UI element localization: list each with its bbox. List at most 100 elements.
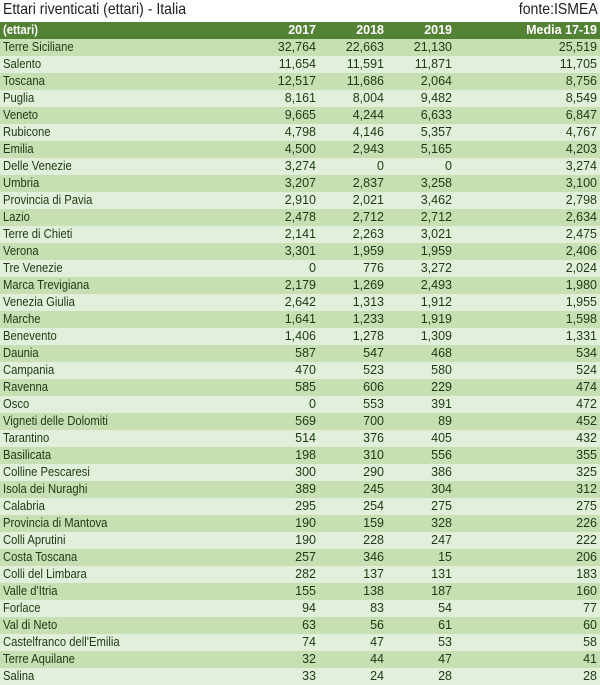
table-row: Rubicone 4,798 4,146 5,357 4,767 xyxy=(0,124,600,141)
value-2018: 553 xyxy=(363,397,384,411)
table-row: Delle Venezie 3,274 0 0 3,274 xyxy=(0,158,600,175)
value-media: 275 xyxy=(576,499,597,513)
value-media: 183 xyxy=(576,567,597,581)
row-name: Benevento xyxy=(3,329,57,343)
value-2017: 63 xyxy=(302,618,316,632)
table-row: Terre Siciliane 32,764 22,663 21,130 25,519 xyxy=(0,39,600,56)
value-2018: 346 xyxy=(363,550,384,564)
row-name: Provincia di Pavia xyxy=(3,193,93,207)
value-2019: 304 xyxy=(431,482,452,496)
value-2017: 32,764 xyxy=(277,40,316,54)
value-2019: 11,871 xyxy=(414,57,452,71)
row-name: Forlace xyxy=(3,601,41,615)
table-row: Colli del Limbara 282 137 131 183 xyxy=(0,566,600,583)
value-2017: 585 xyxy=(295,380,316,394)
value-2017: 190 xyxy=(295,533,316,547)
row-name: Toscana xyxy=(3,74,45,88)
table-row: Costa Toscana 257 346 15 206 xyxy=(0,549,600,566)
value-2017: 282 xyxy=(295,567,316,581)
value-media: 432 xyxy=(576,431,597,445)
value-media: 452 xyxy=(576,414,597,428)
value-2017: 190 xyxy=(295,516,316,530)
table-row: Osco 0 553 391 472 xyxy=(0,396,600,413)
value-2019: 0 xyxy=(445,159,452,173)
value-2019: 247 xyxy=(431,533,452,547)
table-row: Umbria 3,207 2,837 3,258 3,100 xyxy=(0,175,600,192)
value-2017: 12,517 xyxy=(277,74,316,88)
value-2018: 1,278 xyxy=(352,329,384,343)
value-2019: 2,712 xyxy=(420,210,452,224)
value-2017: 0 xyxy=(309,397,316,411)
value-2018: 2,712 xyxy=(352,210,384,224)
value-2018: 310 xyxy=(363,448,384,462)
row-name: Salento xyxy=(3,57,42,71)
value-2019: 3,462 xyxy=(420,193,452,207)
value-media: 226 xyxy=(576,516,597,530)
row-name: Castelfranco dell'Emilia xyxy=(3,635,120,649)
table-row: Provincia di Mantova 190 159 328 226 xyxy=(0,515,600,532)
table-row: Isola dei Nuraghi 389 245 304 312 xyxy=(0,481,600,498)
value-2019: 580 xyxy=(431,363,452,377)
value-2018: 138 xyxy=(363,584,384,598)
table-row: Marca Trevigiana 2,179 1,269 2,493 1,980 xyxy=(0,277,600,294)
row-name: Terre di Chieti xyxy=(3,227,73,241)
row-name: Emilia xyxy=(3,142,34,156)
value-media: 472 xyxy=(576,397,597,411)
value-2018: 0 xyxy=(377,159,384,173)
value-media: 160 xyxy=(576,584,597,598)
value-2018: 11,686 xyxy=(346,74,384,88)
table-row: Colli Aprutini 190 228 247 222 xyxy=(0,532,600,549)
value-2017: 32 xyxy=(302,652,316,666)
value-2019: 1,919 xyxy=(420,312,452,326)
value-media: 1,955 xyxy=(565,295,597,309)
row-name: Venezia Giulia xyxy=(3,295,75,309)
value-2017: 295 xyxy=(295,499,316,513)
value-2018: 228 xyxy=(363,533,384,547)
value-media: 8,756 xyxy=(565,74,597,88)
value-2019: 468 xyxy=(431,346,452,360)
row-name: Vigneti delle Dolomiti xyxy=(3,414,108,428)
value-2017: 587 xyxy=(295,346,316,360)
value-media: 41 xyxy=(583,652,597,666)
value-2018: 83 xyxy=(370,601,384,615)
row-name: Salina xyxy=(3,669,35,683)
data-table: (ettari) 2017 2018 2019 Media 17-19 Terr… xyxy=(0,22,600,685)
value-media: 4,767 xyxy=(565,125,597,139)
table-row: Valle d'Itria 155 138 187 160 xyxy=(0,583,600,600)
row-name: Campania xyxy=(3,363,55,377)
table-title: Ettari riventicati (ettari) - Italia xyxy=(3,1,187,18)
value-2017: 0 xyxy=(309,261,316,275)
value-2019: 47 xyxy=(438,652,452,666)
row-name: Lazio xyxy=(3,210,30,224)
value-2019: 9,482 xyxy=(420,91,452,105)
value-2019: 3,272 xyxy=(420,261,452,275)
table-row: Tarantino 514 376 405 432 xyxy=(0,430,600,447)
value-2019: 1,959 xyxy=(420,244,452,258)
table-row: Marche 1,641 1,233 1,919 1,598 xyxy=(0,311,600,328)
row-name: Isola dei Nuraghi xyxy=(3,482,88,496)
value-media: 60 xyxy=(583,618,597,632)
table-row: Provincia di Pavia 2,910 2,021 3,462 2,798 xyxy=(0,192,600,209)
value-2018: 56 xyxy=(370,618,384,632)
value-2017: 3,207 xyxy=(284,176,316,190)
row-name: Marca Trevigiana xyxy=(3,278,90,292)
value-2019: 28 xyxy=(438,669,452,683)
table-header-row: (ettari) 2017 2018 2019 Media 17-19 xyxy=(0,22,600,39)
value-2017: 94 xyxy=(302,601,316,615)
header-2017: 2017 xyxy=(288,23,316,37)
value-2017: 300 xyxy=(295,465,316,479)
value-media: 1,598 xyxy=(565,312,597,326)
value-2018: 776 xyxy=(363,261,384,275)
table-row: Benevento 1,406 1,278 1,309 1,331 xyxy=(0,328,600,345)
value-2018: 376 xyxy=(363,431,384,445)
row-name: Provincia di Mantova xyxy=(3,516,108,530)
value-2017: 2,478 xyxy=(284,210,316,224)
value-2018: 44 xyxy=(370,652,384,666)
value-2018: 1,313 xyxy=(352,295,384,309)
value-2017: 389 xyxy=(295,482,316,496)
value-2017: 4,500 xyxy=(284,142,316,156)
value-2017: 9,665 xyxy=(284,108,316,122)
table-row: Emilia 4,500 2,943 5,165 4,203 xyxy=(0,141,600,158)
value-2018: 1,233 xyxy=(352,312,384,326)
value-2018: 2,837 xyxy=(352,176,384,190)
